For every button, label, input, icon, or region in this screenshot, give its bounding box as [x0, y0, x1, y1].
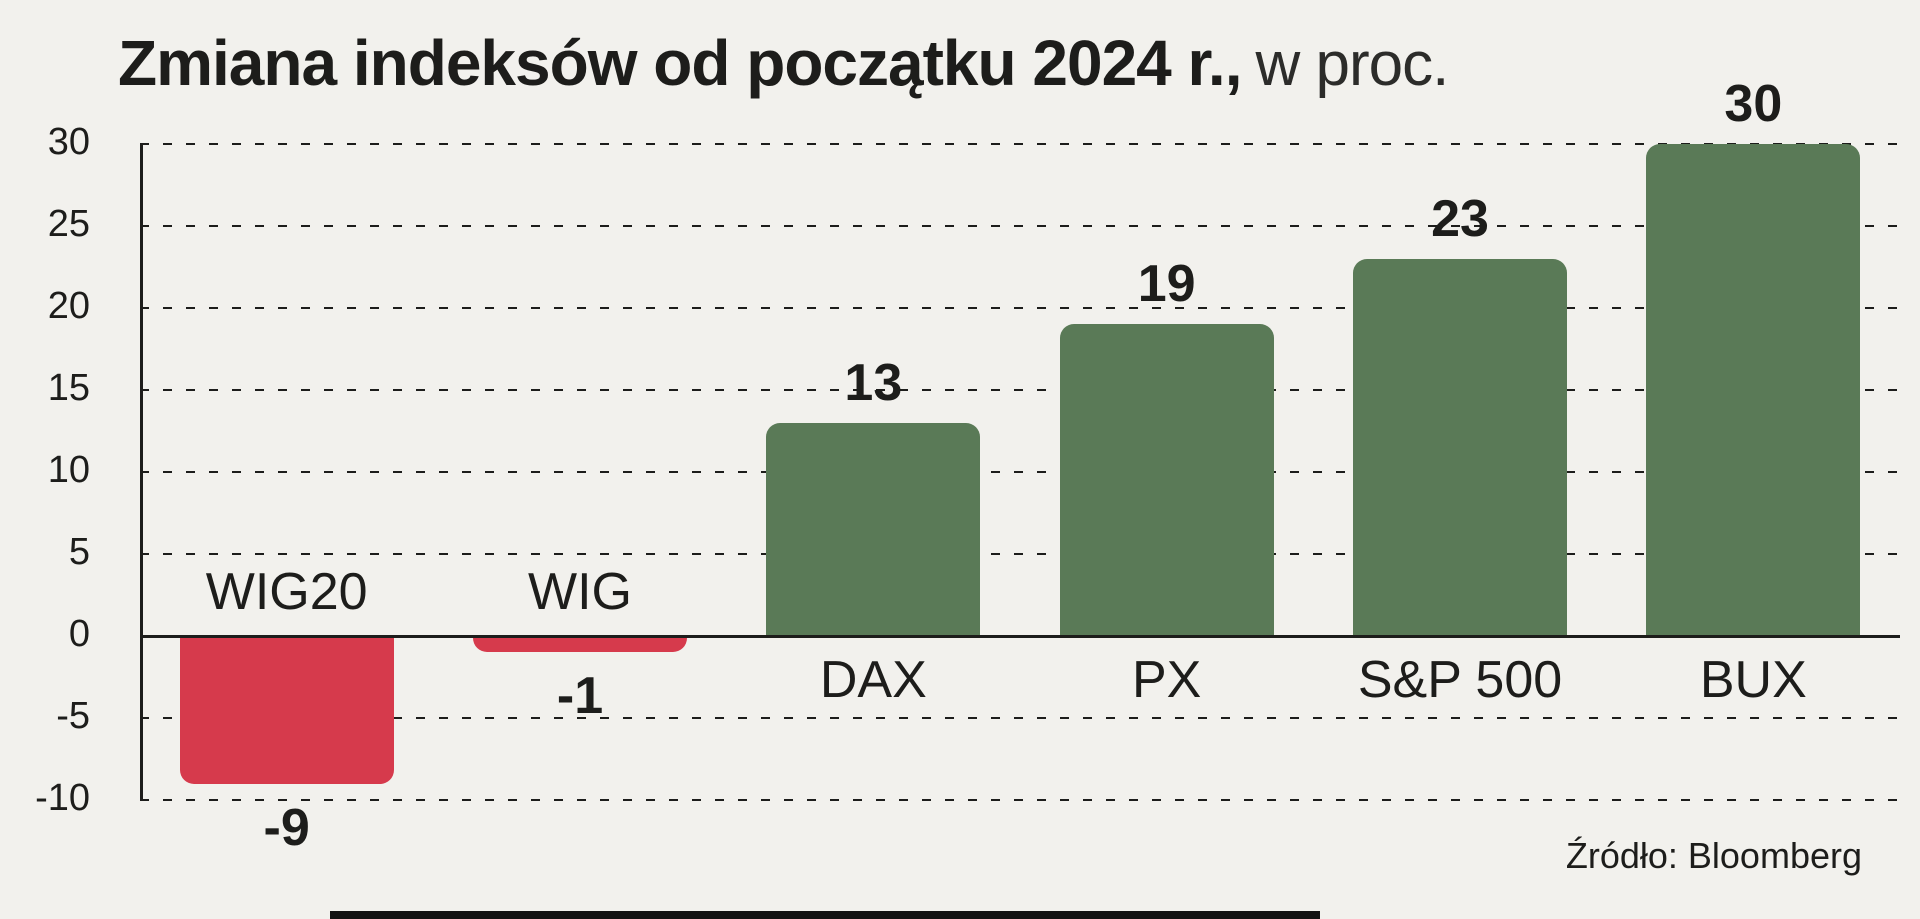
zero-line [140, 635, 1900, 638]
y-tick-label-0: 0 [68, 612, 90, 655]
gridline-5 [140, 553, 1900, 555]
bottom-crop-strip [330, 911, 1320, 919]
y-tick-label-25: 25 [47, 202, 90, 245]
category-label-WIG20: WIG20 [205, 563, 368, 621]
gridline-30 [140, 143, 1900, 145]
chart-title-unit: w proc. [1255, 30, 1449, 99]
bar-PX [1059, 324, 1274, 636]
value-label-DAX: 13 [844, 353, 903, 412]
y-tick-label-20: 20 [47, 284, 90, 327]
chart-title: Zmiana indeksów od początku 2024 r., w pr… [118, 26, 1449, 100]
category-label-PX: PX [1131, 651, 1202, 709]
y-tick-label-5: 5 [68, 530, 90, 573]
bar-chart: 30 25 20 15 10 5 0 -5 -10 -9 WIG20 -1 WIG 13 DAX 19 PX 2… [0, 75, 1920, 857]
gridline-25 [140, 225, 1900, 227]
y-axis-line [140, 144, 143, 800]
bar-DAX [766, 422, 981, 636]
gridline--5 [140, 717, 1900, 719]
y-tick-label-15: 15 [47, 366, 90, 409]
gridline-15 [140, 389, 1900, 391]
plot-area: -9 WIG20 -1 WIG 13 DAX 19 PX 23 S&P 500 30 BUX [140, 75, 1900, 857]
value-label-BUX: 30 [1724, 75, 1783, 133]
category-label-SP500: S&P 500 [1357, 651, 1563, 709]
gridline-20 [140, 307, 1900, 309]
y-tick-label-10: 10 [47, 448, 90, 491]
bar-BUX [1646, 144, 1861, 636]
source-credit: Źródło: Bloomberg [1565, 835, 1862, 876]
y-tick-label-30: 30 [47, 120, 90, 163]
gridline-10 [140, 471, 1900, 473]
category-label-WIG: WIG [528, 563, 632, 621]
bar-SP500 [1353, 258, 1567, 636]
value-label-PX: 19 [1137, 255, 1196, 314]
category-label-DAX: DAX [819, 651, 927, 709]
category-label-BUX: BUX [1699, 651, 1807, 709]
y-tick-label--5: -5 [56, 694, 90, 737]
value-label-SP500: 23 [1431, 189, 1489, 248]
value-label-WIG: -1 [556, 667, 604, 726]
bar-WIG20 [179, 636, 394, 784]
y-axis-labels: 30 25 20 15 10 5 0 -5 -10 [0, 121, 120, 819]
bar-WIG [473, 636, 687, 653]
value-label-WIG20: -9 [263, 798, 310, 857]
y-tick-label--10: -10 [35, 776, 90, 819]
gridline--10 [140, 799, 1900, 801]
chart-title-main: Zmiana indeksów od początku 2024 r., [118, 27, 1242, 99]
